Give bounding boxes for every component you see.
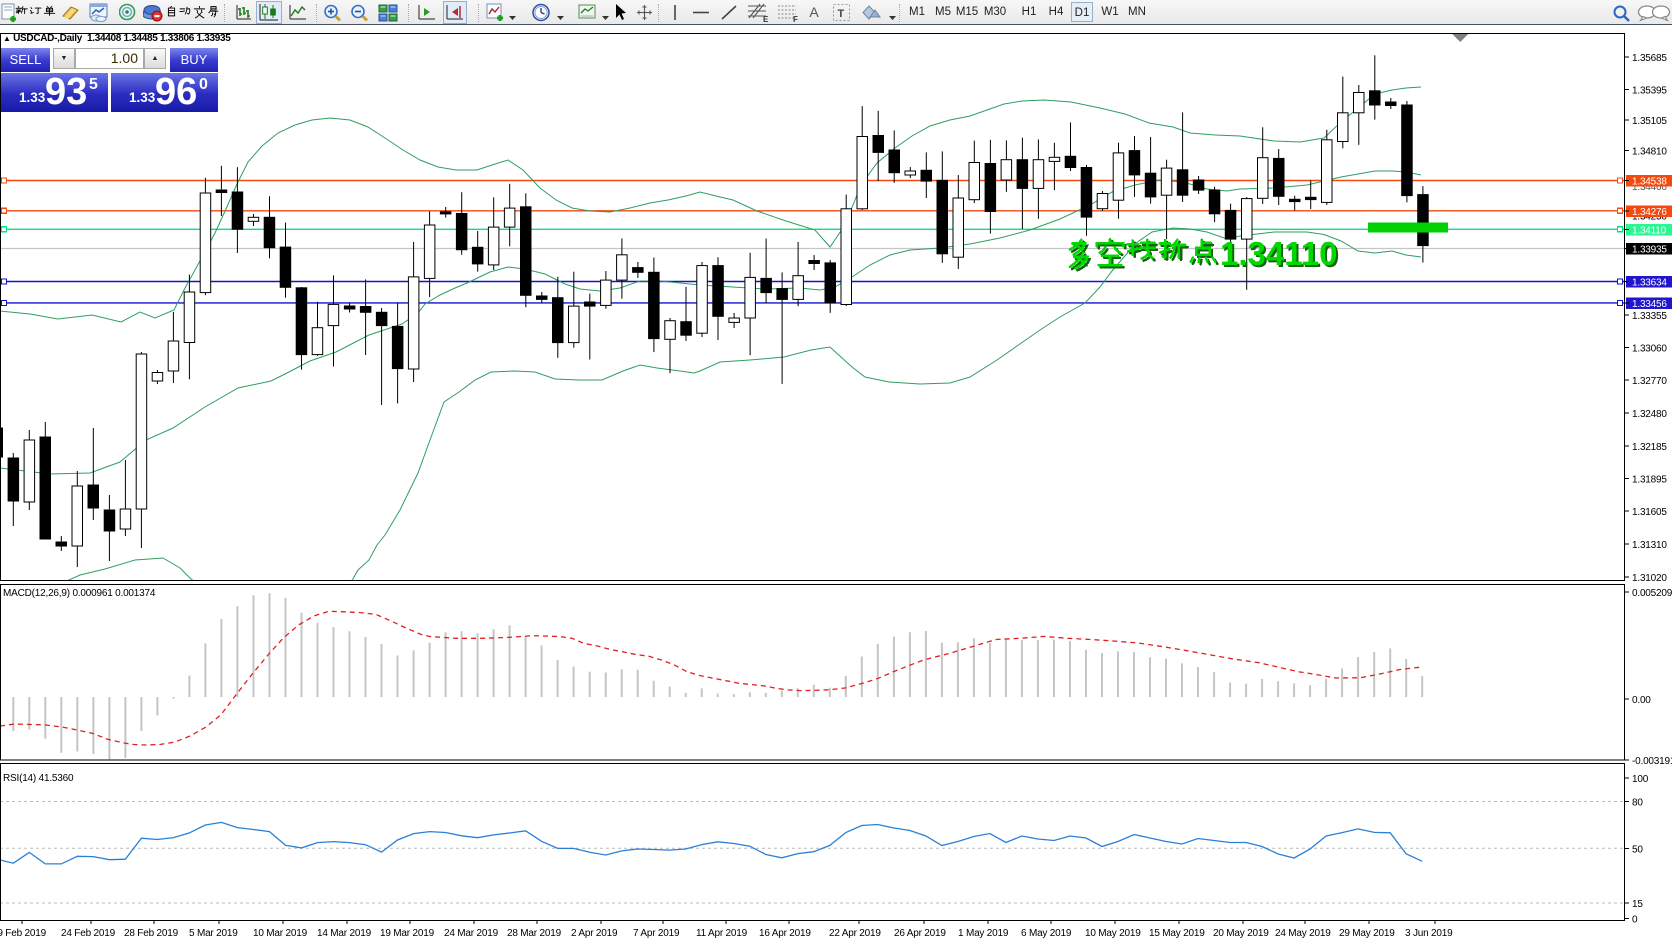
svg-text:T: T (838, 8, 845, 20)
svg-text:11 Apr 2019: 11 Apr 2019 (696, 928, 748, 939)
svg-text:20 May 2019: 20 May 2019 (1213, 928, 1269, 939)
svg-text:1.32185: 1.32185 (1632, 442, 1667, 453)
svg-text:1.33935: 1.33935 (1632, 245, 1667, 256)
svg-text:1.31895: 1.31895 (1632, 475, 1667, 486)
svg-text:14 Mar 2019: 14 Mar 2019 (317, 928, 372, 939)
svg-text:1.33355: 1.33355 (1632, 311, 1667, 322)
svg-text:10 Mar 2019: 10 Mar 2019 (253, 928, 308, 939)
svg-text:1.33634: 1.33634 (1632, 278, 1667, 289)
svg-text:10 May 2019: 10 May 2019 (1085, 928, 1141, 939)
svg-text:80: 80 (1632, 798, 1643, 809)
svg-text:1.34110: 1.34110 (1220, 235, 1337, 272)
svg-text:29 May 2019: 29 May 2019 (1339, 928, 1395, 939)
svg-text:0.00: 0.00 (1632, 695, 1651, 706)
svg-text:5 Mar 2019: 5 Mar 2019 (189, 928, 238, 939)
svg-text:7 Apr 2019: 7 Apr 2019 (633, 928, 680, 939)
svg-text:16 Apr 2019: 16 Apr 2019 (759, 928, 811, 939)
svg-text:1.31310: 1.31310 (1632, 540, 1667, 551)
svg-text:1.32480: 1.32480 (1632, 409, 1667, 420)
svg-text:24 May 2019: 24 May 2019 (1275, 928, 1331, 939)
svg-text:28 Mar 2019: 28 Mar 2019 (507, 928, 562, 939)
svg-text:6 May 2019: 6 May 2019 (1021, 928, 1072, 939)
svg-text:24 Mar 2019: 24 Mar 2019 (444, 928, 499, 939)
svg-text:26 Apr 2019: 26 Apr 2019 (894, 928, 946, 939)
svg-text:19 Mar 2019: 19 Mar 2019 (380, 928, 435, 939)
svg-text:1.34466: 1.34466 (1632, 182, 1667, 193)
svg-text:1.35685: 1.35685 (1632, 53, 1667, 64)
svg-text:1.33060: 1.33060 (1632, 344, 1667, 355)
svg-text:1.33456: 1.33456 (1632, 299, 1667, 310)
svg-text:22 Apr 2019: 22 Apr 2019 (829, 928, 881, 939)
svg-text:15: 15 (1632, 899, 1643, 910)
svg-text:24 Feb 2019: 24 Feb 2019 (61, 928, 116, 939)
svg-text:1.34276: 1.34276 (1632, 207, 1667, 218)
svg-text:1.34110: 1.34110 (1632, 225, 1667, 236)
svg-text:F: F (793, 15, 798, 23)
svg-text:3 Jun 2019: 3 Jun 2019 (1405, 928, 1453, 939)
svg-text:E: E (763, 15, 769, 23)
svg-text:1.34810: 1.34810 (1632, 147, 1667, 158)
svg-text:1.34538: 1.34538 (1632, 177, 1667, 188)
svg-text:1 May 2019: 1 May 2019 (958, 928, 1009, 939)
svg-text:-0.003191: -0.003191 (1632, 756, 1672, 767)
svg-text:50: 50 (1632, 844, 1643, 855)
svg-text:2 Apr 2019: 2 Apr 2019 (571, 928, 618, 939)
svg-text:28 Feb 2019: 28 Feb 2019 (124, 928, 179, 939)
svg-text:1.34110: 1.34110 (1222, 237, 1339, 274)
svg-text:1.35105: 1.35105 (1632, 116, 1667, 127)
svg-text:15 May 2019: 15 May 2019 (1149, 928, 1205, 939)
svg-text:1.31020: 1.31020 (1632, 573, 1667, 584)
svg-text:RSI(14) 41.5360: RSI(14) 41.5360 (3, 773, 74, 784)
svg-text:1.35395: 1.35395 (1632, 86, 1667, 97)
svg-text:100: 100 (1632, 774, 1649, 785)
svg-text:1.31605: 1.31605 (1632, 507, 1667, 518)
svg-text:19 Feb 2019: 19 Feb 2019 (0, 928, 47, 939)
svg-text:0: 0 (1632, 915, 1638, 926)
svg-text:0.005209: 0.005209 (1632, 588, 1672, 599)
svg-text:MACD(12,26,9) 0.000961 0.00137: MACD(12,26,9) 0.000961 0.001374 (3, 588, 156, 599)
svg-text:1.32770: 1.32770 (1632, 376, 1667, 387)
